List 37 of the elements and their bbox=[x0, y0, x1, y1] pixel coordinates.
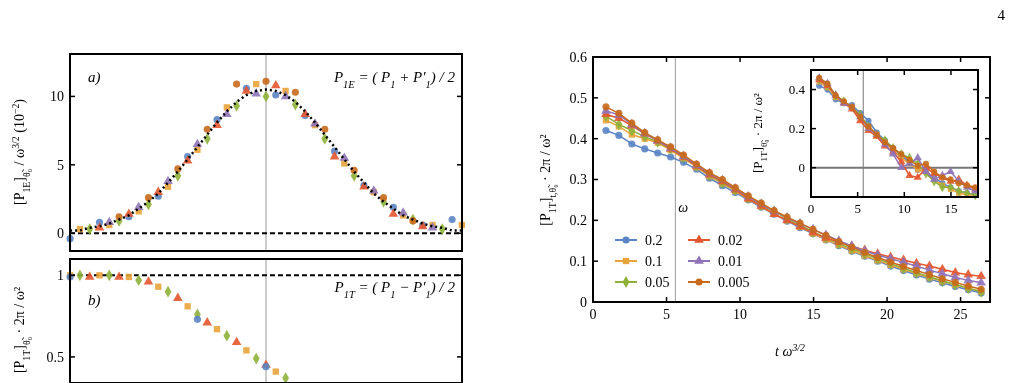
ref-line-label: ω bbox=[678, 200, 689, 216]
annotation: P$_{1T}$ = ( P$_{1}$ − P′$_{1}$) / 2 bbox=[333, 279, 456, 300]
y-tick-label: 1 bbox=[57, 268, 64, 284]
x-tick-label: 0 bbox=[589, 307, 597, 322]
y-tick-label: 0.6 bbox=[569, 49, 587, 65]
y-tick-label: 10 bbox=[50, 89, 64, 105]
x-tick-label: 10 bbox=[733, 307, 748, 322]
x-tick-label: 20 bbox=[880, 307, 895, 322]
y-tick-label: 0.4 bbox=[788, 82, 806, 98]
y-tick-label: 0.1 bbox=[569, 254, 587, 270]
x-tick-label: 10 bbox=[897, 201, 911, 216]
y-tick-label: 0 bbox=[798, 160, 805, 176]
y-tick-label: 0.2 bbox=[788, 121, 805, 137]
annotation: b) bbox=[88, 292, 101, 309]
legend-label: 0.01 bbox=[718, 253, 743, 269]
y-tick-label: 5 bbox=[57, 157, 64, 173]
x-tick-label: 25 bbox=[953, 307, 968, 322]
x-tick-label: 15 bbox=[944, 201, 958, 216]
legend-label: 0.02 bbox=[718, 232, 743, 248]
annotation: P$_{1E}$ = ( P$_{1}$ + P′$_{1}$) / 2 bbox=[332, 69, 456, 90]
x-tick-label: 5 bbox=[663, 307, 671, 322]
legend-label: 0.05 bbox=[645, 274, 670, 290]
y-tick-label: 0 bbox=[57, 226, 64, 242]
annotation: a) bbox=[88, 69, 101, 86]
legend-label: 0.1 bbox=[645, 253, 663, 269]
y-tick-label: 0.5 bbox=[46, 349, 64, 365]
y-tick-label: 0.3 bbox=[569, 172, 587, 188]
legend-label: 0.005 bbox=[718, 274, 750, 290]
x-axis-title: t ω$^{3/2}$ bbox=[775, 341, 805, 359]
x-tick-label: 5 bbox=[854, 201, 861, 216]
legend-label: 0.2 bbox=[645, 232, 663, 248]
text: 4 bbox=[997, 7, 1006, 23]
y-tick-label: 0.2 bbox=[569, 213, 587, 229]
y-tick-label: 0.4 bbox=[569, 131, 587, 147]
y-tick-label: 0.5 bbox=[569, 90, 587, 106]
y-tick-label: 0 bbox=[580, 294, 587, 310]
x-tick-label: 15 bbox=[806, 307, 821, 322]
